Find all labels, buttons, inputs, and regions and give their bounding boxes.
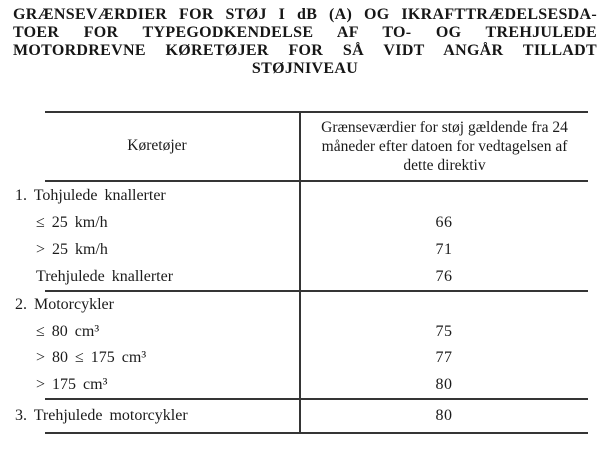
row-label: ≤ 25 km/h [36, 213, 108, 231]
row-value: 80 [435, 407, 453, 424]
table-row: > 25 km/h 71 [0, 236, 600, 263]
table-row: ≤ 80 cm³ 75 [0, 319, 600, 346]
title-line-3: MOTORDREVNE KØRETØJER FOR SÅ VIDT ANGÅR … [13, 42, 597, 59]
table-row: Trehjulede knallerter 76 [0, 263, 600, 290]
header-limits-line-1: Grænseværdier for støj gældende fra 24 [321, 118, 568, 136]
row-value: 71 [435, 240, 453, 258]
table-section-2: 2. Motorcykler ≤ 80 cm³ 75 > 80 ≤ 175 cm… [0, 292, 600, 398]
row-label: ≤ 80 cm³ [36, 322, 100, 340]
row-value: 80 [435, 375, 453, 393]
row-value: 77 [435, 349, 453, 367]
table-section-3: 3. Trehjulede motorcykler 80 [0, 400, 600, 432]
row-label: 2. Motorcykler [15, 296, 114, 314]
title-line-2: TOER FOR TYPEGODKENDELSE AF TO- OG TREHJ… [13, 24, 597, 41]
header-bottom-border [45, 180, 588, 182]
table-row: > 80 ≤ 175 cm³ 77 [0, 345, 600, 372]
table-row: 1. Tohjulede knallerter [0, 182, 600, 209]
section2-bottom-border [45, 398, 588, 400]
row-value: 75 [435, 322, 453, 340]
header-vehicles-cell: Køretøjer [127, 137, 187, 154]
title-line-4: STØJNIVEAU [251, 60, 359, 77]
table-row: 2. Motorcykler [0, 292, 600, 319]
section1-bottom-border [45, 290, 588, 292]
table-top-border [45, 111, 588, 113]
header-limits-line-3: dette direktiv [403, 156, 486, 174]
row-label: > 25 km/h [36, 240, 108, 258]
row-value: 76 [435, 267, 453, 285]
column-divider-line [299, 111, 301, 434]
table-row: 3. Trehjulede motorcykler 80 [0, 400, 600, 432]
row-label: > 175 cm³ [36, 375, 108, 393]
row-label: > 80 ≤ 175 cm³ [36, 349, 147, 367]
title-line-1: GRÆNSEVÆRDIER FOR STØJ I dB (A) OG IKRAF… [13, 6, 597, 23]
table-bottom-border [45, 432, 588, 434]
row-label: 1. Tohjulede knallerter [15, 186, 166, 204]
header-limits-cell: Grænseværdier for støj gældende fra 24 m… [301, 113, 588, 179]
table-row: > 175 cm³ 80 [0, 372, 600, 399]
table-row: ≤ 25 km/h 66 [0, 209, 600, 236]
row-label: 3. Trehjulede motorcykler [15, 407, 188, 424]
header-limits-line-2: måneder efter datoen for vedtagelsen af [321, 137, 568, 155]
table-section-1: 1. Tohjulede knallerter ≤ 25 km/h 66 > 2… [0, 182, 600, 290]
document-title: GRÆNSEVÆRDIER FOR STØJ I dB (A) OG IKRAF… [13, 6, 597, 78]
row-label: Trehjulede knallerter [36, 267, 174, 285]
row-value: 66 [435, 213, 453, 231]
